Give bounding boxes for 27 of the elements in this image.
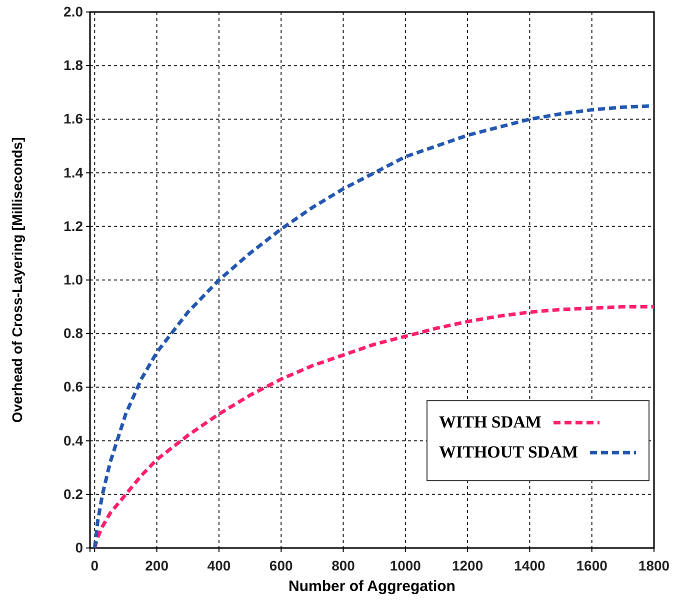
x-tick-label: 1400 bbox=[514, 557, 546, 574]
y-tick-label: 2.0 bbox=[64, 3, 84, 20]
legend-label: WITH SDAM bbox=[439, 412, 542, 432]
x-axis-title: Number of Aggregation bbox=[288, 578, 456, 595]
x-tick-label: 200 bbox=[145, 557, 169, 574]
y-tick-label: 1.4 bbox=[64, 164, 84, 180]
x-tick-label: 1000 bbox=[390, 557, 422, 574]
x-tick-label: 600 bbox=[269, 557, 293, 574]
y-tick-label: 0.2 bbox=[64, 486, 84, 502]
legend-label: WITHOUT SDAM bbox=[439, 442, 578, 462]
y-tick-label: 1.2 bbox=[64, 218, 84, 234]
line-series bbox=[92, 104, 656, 550]
y-tick-label: 0.4 bbox=[64, 432, 84, 448]
y-tick-label: 0 bbox=[75, 539, 84, 556]
y-tick-label: 1.0 bbox=[64, 271, 84, 288]
x-tick-label: 400 bbox=[207, 557, 231, 574]
y-tick-label: 1.8 bbox=[64, 57, 84, 74]
line-series bbox=[92, 305, 656, 550]
x-tick-label: 800 bbox=[332, 557, 356, 574]
y-tick-label: 1.6 bbox=[64, 110, 84, 127]
y-tick-label: 0.8 bbox=[64, 325, 84, 342]
x-tick-label: 1200 bbox=[452, 557, 484, 574]
x-tick-label: 1600 bbox=[576, 557, 608, 574]
y-tick-label: 0.6 bbox=[64, 378, 84, 395]
x-tick-label: 1800 bbox=[638, 557, 670, 574]
x-tick-label: 0 bbox=[90, 557, 99, 574]
y-axis-title: Overhead of Cross-Layering [Milliseconds] bbox=[9, 137, 25, 423]
